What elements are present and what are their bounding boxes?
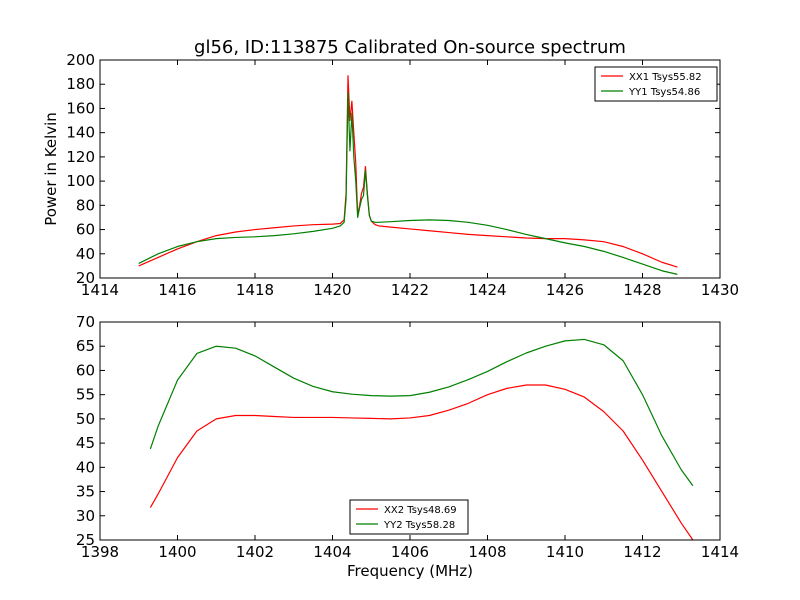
x-tick-label: 1418 [236, 281, 274, 299]
x-tick-label: 1410 [546, 543, 584, 561]
x-tick-label: 1430 [701, 281, 739, 299]
y-tick-label: 180 [66, 75, 95, 93]
x-tick-label: 1426 [546, 281, 584, 299]
y-tick-label: 60 [76, 221, 95, 239]
x-tick-label: 1428 [623, 281, 661, 299]
y-tick-label: 40 [76, 245, 95, 263]
x-tick-label: 1408 [468, 543, 506, 561]
y-tick-label: 40 [76, 458, 95, 476]
y-axis-label: Power in Kelvin [42, 112, 60, 226]
y-tick-label: 25 [76, 531, 95, 549]
x-tick-label: 1406 [391, 543, 429, 561]
legend-entry: XX1 Tsys55.82 [629, 72, 702, 83]
y-tick-label: 200 [66, 51, 95, 69]
x-tick-label: 1412 [623, 543, 661, 561]
x-tick-label: 1414 [81, 281, 119, 299]
x-tick-label: 1424 [468, 281, 506, 299]
y-tick-label: 65 [76, 337, 95, 355]
y-tick-label: 45 [76, 434, 95, 452]
bottom-panel-xx2-yy2: 1398 1400 1402 1404 1406 1408 1410 1412 1414 25 30… [76, 313, 739, 580]
y-tick-label: 50 [76, 410, 95, 428]
x-tick-label: 1398 [81, 543, 119, 561]
y-tick-label: 80 [76, 196, 95, 214]
top-panel-xx1-yy1: 1414 1416 1418 1420 1422 1424 1426 1428 1430 20 40… [42, 51, 739, 299]
y-tick-label: 70 [76, 313, 95, 331]
y-tick-label: 160 [66, 99, 95, 117]
series-line-xx1 [138, 75, 678, 268]
legend-box [349, 499, 469, 535]
legend-entry: YY1 Tsys54.86 [628, 87, 700, 98]
y-tick-label: 20 [76, 269, 95, 287]
x-tick-label: 1404 [313, 543, 351, 561]
x-tick-label: 1414 [701, 543, 739, 561]
legend-entry: YY2 Tsys58.28 [383, 520, 455, 531]
y-tick-label: 120 [66, 148, 95, 166]
x-axis-label: Frequency (MHz) [347, 562, 473, 580]
x-tick-label: 1402 [236, 543, 274, 561]
legend-entry: XX2 Tsys48.69 [384, 505, 457, 516]
legend-box [594, 66, 718, 102]
y-tick-label: 140 [66, 124, 95, 142]
series-line-xx2 [149, 384, 694, 540]
figure-title: gl56, ID:113875 Calibrated On-source spe… [194, 37, 626, 58]
x-tick-label: 1400 [158, 543, 196, 561]
y-tick-label: 60 [76, 361, 95, 379]
y-tick-label: 100 [66, 172, 95, 190]
x-tick-label: 1416 [158, 281, 196, 299]
x-tick-label: 1422 [391, 281, 429, 299]
series-line-yy1 [138, 92, 678, 275]
series-line-yy2 [149, 338, 694, 487]
y-tick-label: 55 [76, 386, 95, 404]
y-tick-label: 35 [76, 483, 95, 501]
x-tick-label: 1420 [313, 281, 351, 299]
y-tick-label: 30 [76, 507, 95, 525]
